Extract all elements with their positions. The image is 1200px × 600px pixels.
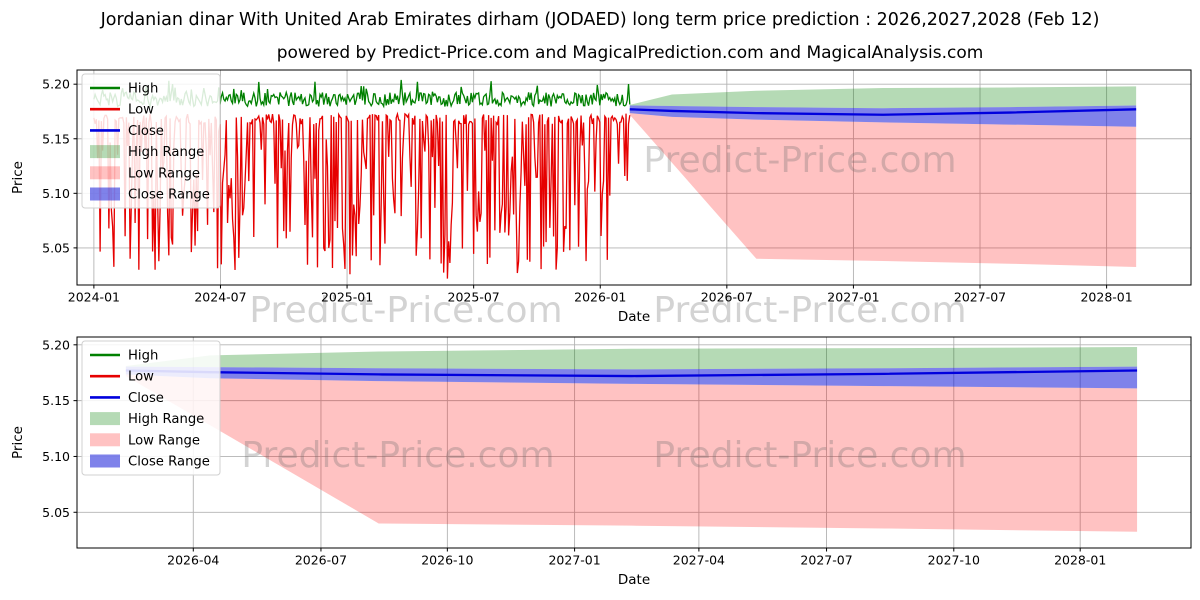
- bottom-chart: Predict-Price.com Predict-Price.com 2026-0…: [10, 336, 1192, 588]
- close-range-band: [125, 366, 1138, 389]
- legend-label: Low: [128, 103, 154, 118]
- close-range-band: [629, 105, 1137, 127]
- legend-box: [81, 340, 221, 476]
- y-tick-label: 5.10: [42, 186, 70, 201]
- chart-subtitle: powered by Predict-Price.com and Magical…: [277, 43, 984, 63]
- y-tick-label: 5.20: [42, 337, 70, 352]
- legend-label: Close Range: [128, 188, 210, 203]
- top-chart: Predict-Price.com 2024-01 2024-07 2025-01 20…: [10, 69, 1192, 325]
- x-tick-label: 2026-10: [421, 553, 473, 568]
- x-tick-label: 2026-07: [701, 290, 753, 305]
- legend-box: [81, 73, 221, 209]
- watermark-text: Predict-Price.com: [653, 290, 966, 331]
- charts-root: Predict-Price.com Predict-Price.comPredic…: [10, 69, 1192, 588]
- watermark-text: Predict-Price.com: [241, 435, 554, 476]
- legend-label: Close Range: [128, 455, 210, 470]
- legend-swatch-low-range: [90, 166, 120, 180]
- legend-swatch-close-range: [90, 187, 120, 201]
- legend-label: High Range: [128, 412, 204, 427]
- legend-label: Low Range: [128, 433, 200, 448]
- watermark-text: Predict-Price.com: [249, 290, 562, 331]
- chart-title: Jordanian dinar With United Arab Emirate…: [100, 10, 1100, 30]
- x-tick-label: 2027-04: [673, 553, 725, 568]
- y-tick-label: 5.20: [42, 77, 70, 92]
- legend-label: Low: [128, 370, 154, 385]
- close-line: [629, 108, 1137, 116]
- x-tick-label: 2027-07: [954, 290, 1006, 305]
- x-axis-label: Date: [618, 309, 650, 325]
- x-tick-label: 2027-10: [928, 553, 980, 568]
- x-tick-label: 2028-01: [1054, 553, 1106, 568]
- plot-border: [76, 336, 1192, 549]
- legend-label: Low Range: [128, 166, 200, 181]
- y-tick-label: 5.05: [42, 240, 70, 255]
- x-tick-label: 2025-01: [321, 290, 373, 305]
- legend-label: High: [128, 82, 158, 97]
- legend-swatch-high-range: [90, 145, 120, 159]
- x-tick-label: 2026-01: [574, 290, 626, 305]
- high-range-band: [629, 86, 1137, 109]
- y-axis-label: Price: [10, 161, 26, 194]
- high-range-band: [125, 347, 1138, 370]
- legend-label: High Range: [128, 145, 204, 160]
- watermark-text: Predict-Price.com: [643, 140, 956, 181]
- x-tick-label: 2026-04: [167, 553, 219, 568]
- x-tick-label: 2025-07: [448, 290, 500, 305]
- legend-swatch-close-range: [90, 454, 120, 468]
- x-tick-label: 2027-01: [548, 553, 600, 568]
- y-tick-label: 5.05: [42, 505, 70, 520]
- low-range-band: [629, 113, 1137, 267]
- x-tick-label: 2028-01: [1080, 290, 1132, 305]
- x-tick-label: 2026-07: [295, 553, 347, 568]
- legend: High Low Close High Range Low Range Close Ran…: [81, 73, 221, 209]
- legend: High Low Close High Range Low Range Close Ran…: [81, 340, 221, 476]
- legend-label: High: [128, 349, 158, 364]
- watermark-text: Predict-Price.com: [653, 435, 966, 476]
- y-tick-label: 5.15: [42, 131, 70, 146]
- legend-swatch-low-range: [90, 433, 120, 447]
- x-tick-label: 2027-07: [800, 553, 852, 568]
- x-tick-label: 2024-01: [68, 290, 120, 305]
- legend-swatch-high-range: [90, 412, 120, 426]
- legend-label: Close: [128, 124, 164, 139]
- plot-border: [76, 69, 1192, 286]
- x-tick-label: 2027-01: [827, 290, 879, 305]
- legend-label: Close: [128, 391, 164, 406]
- low-range-band: [125, 374, 1138, 532]
- y-tick-label: 5.15: [42, 393, 70, 408]
- y-tick-label: 5.10: [42, 449, 70, 464]
- x-tick-label: 2024-07: [194, 290, 246, 305]
- x-axis-label: Date: [618, 572, 650, 588]
- y-axis-label: Price: [10, 426, 26, 459]
